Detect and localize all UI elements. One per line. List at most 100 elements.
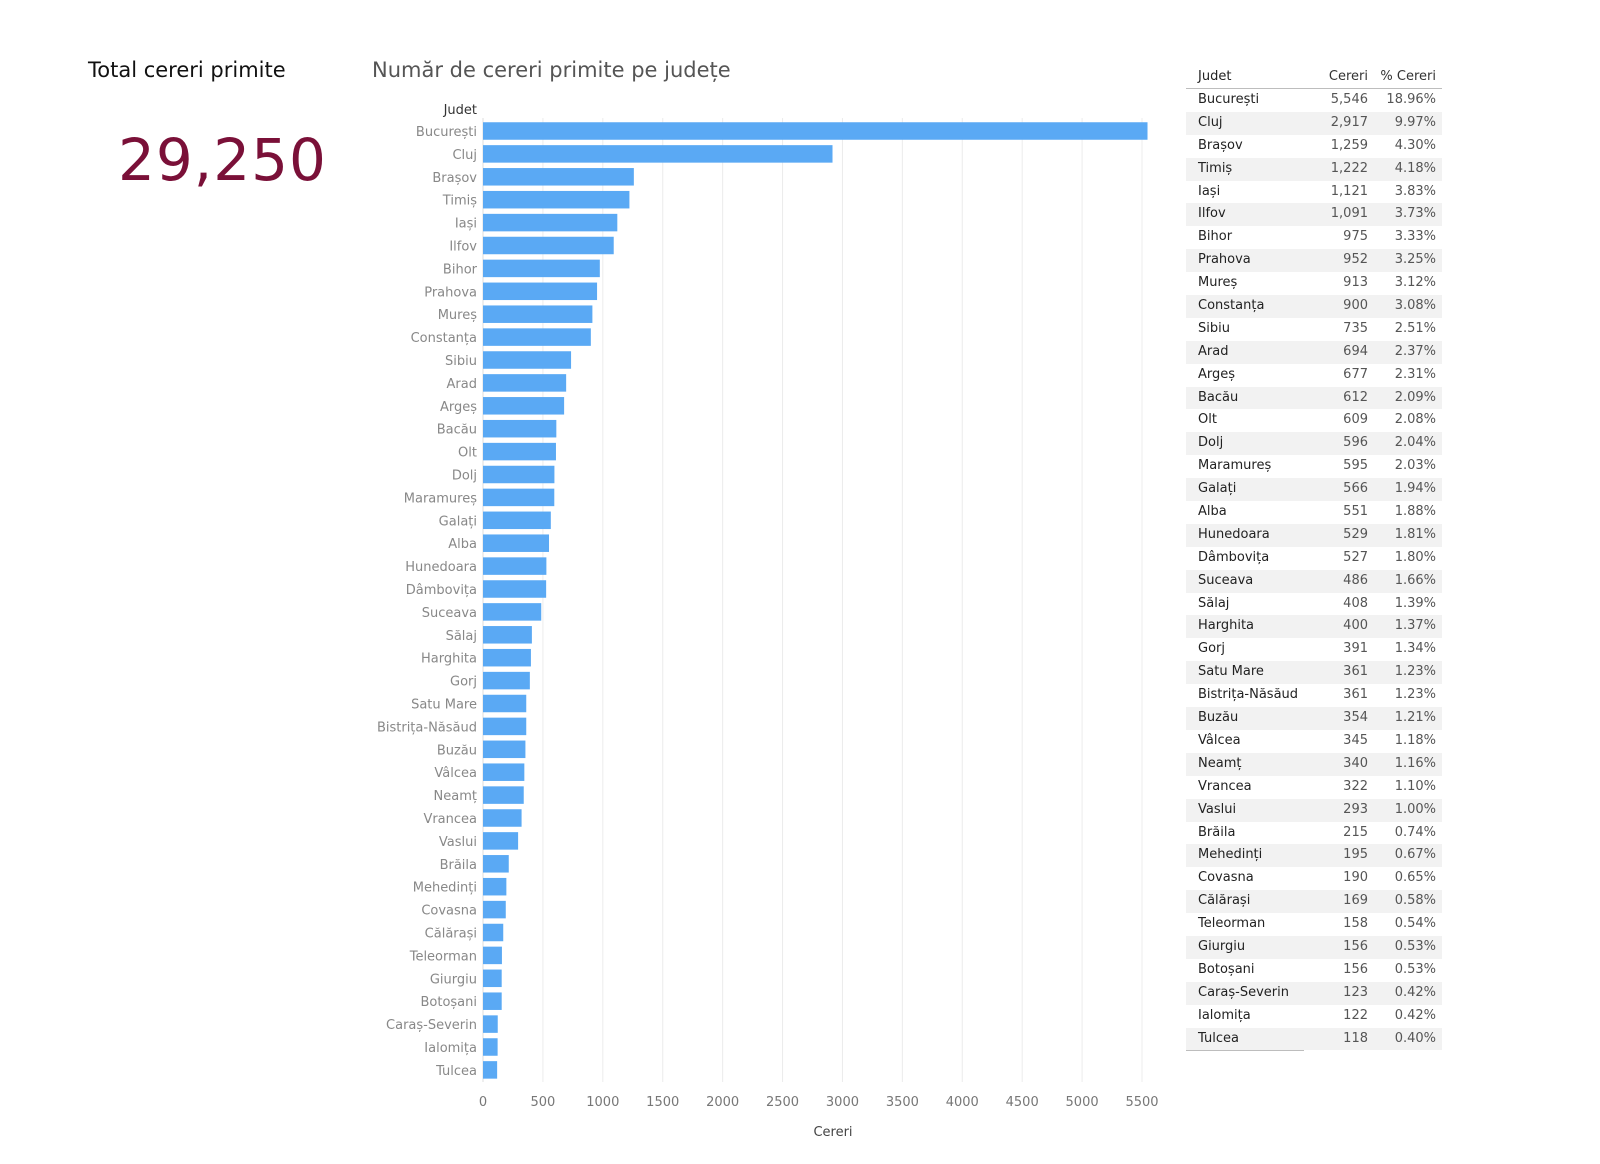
table-row[interactable]: Bistrița-Năsăud 361 1.23% — [1186, 684, 1442, 707]
table-row[interactable]: Buzău 354 1.21% — [1186, 707, 1442, 730]
bar[interactable] — [483, 145, 833, 163]
bar[interactable] — [483, 488, 555, 507]
table-row[interactable]: Neamț 340 1.16% — [1186, 752, 1442, 776]
bar[interactable] — [483, 305, 593, 323]
table-row[interactable]: Prahova 952 3.25% — [1186, 249, 1442, 273]
bar[interactable] — [483, 648, 531, 667]
cell-pct-cereri: 2.37% — [1394, 343, 1436, 359]
table-row[interactable]: Giurgiu 156 0.53% — [1186, 935, 1442, 959]
bar[interactable] — [483, 557, 547, 575]
bar[interactable] — [483, 717, 527, 736]
header-pct-cereri[interactable]: % Cereri — [1380, 69, 1436, 84]
bar[interactable] — [483, 374, 567, 392]
table-row[interactable]: Ilfov 1,091 3.73% — [1186, 203, 1442, 227]
bar[interactable] — [483, 213, 618, 232]
cell-judet: Dolj — [1198, 435, 1224, 451]
table-row[interactable]: Tulcea 118 0.40% — [1186, 1027, 1442, 1051]
bar[interactable] — [483, 534, 550, 552]
bar[interactable] — [483, 168, 634, 186]
table-row[interactable]: Bacău 612 2.09% — [1186, 386, 1442, 410]
x-tick-label: 3500 — [886, 1095, 919, 1110]
table-row[interactable]: Covasna 190 0.65% — [1186, 867, 1442, 890]
table-row[interactable]: Vaslui 293 1.00% — [1186, 798, 1442, 822]
bar[interactable] — [483, 969, 502, 988]
table-row[interactable]: Hunedoara 529 1.81% — [1186, 523, 1442, 547]
table-row[interactable]: Caraș-Severin 123 0.42% — [1186, 981, 1442, 1005]
bar[interactable] — [483, 923, 504, 942]
bar[interactable] — [483, 328, 591, 346]
table-row[interactable]: București 5,546 18.96% — [1186, 89, 1442, 112]
table-row[interactable]: Mureș 913 3.12% — [1186, 272, 1442, 295]
bar[interactable] — [483, 877, 507, 896]
bars[interactable] — [483, 122, 1148, 1079]
bar[interactable] — [483, 580, 547, 598]
bar[interactable] — [483, 694, 527, 713]
table-row[interactable]: Maramureș 595 2.03% — [1186, 455, 1442, 478]
header-judet[interactable]: Judet — [1198, 69, 1232, 84]
bar[interactable] — [483, 397, 565, 415]
category-label: Prahova — [424, 285, 477, 300]
table-row[interactable]: Arad 694 2.37% — [1186, 340, 1442, 364]
bar[interactable] — [483, 740, 526, 759]
header-cereri[interactable]: Cereri — [1328, 69, 1368, 84]
table-row[interactable]: Brăila 215 0.74% — [1186, 822, 1442, 845]
table-row[interactable]: Harghita 400 1.37% — [1186, 615, 1442, 639]
table-row[interactable]: Olt 609 2.08% — [1186, 409, 1442, 432]
bar[interactable] — [483, 442, 556, 461]
table-row[interactable]: Vrancea 322 1.10% — [1186, 776, 1442, 799]
table-row[interactable]: Dâmbovița 527 1.80% — [1186, 547, 1442, 570]
cell-pct-cereri: 3.33% — [1394, 229, 1436, 245]
table-row[interactable]: Botoșani 156 0.53% — [1186, 959, 1442, 982]
bar[interactable] — [483, 671, 530, 690]
table-row[interactable]: Galați 566 1.94% — [1186, 478, 1442, 502]
table-row[interactable]: Mehedinți 195 0.67% — [1186, 844, 1442, 868]
bar[interactable] — [483, 236, 614, 255]
table-row[interactable]: Gorj 391 1.34% — [1186, 638, 1442, 661]
bar[interactable] — [483, 419, 557, 438]
table-row[interactable]: Iași 1,121 3.83% — [1186, 181, 1442, 204]
bar[interactable] — [483, 855, 509, 873]
bar[interactable] — [483, 832, 519, 850]
table-row[interactable]: Sălaj 408 1.39% — [1186, 593, 1442, 616]
table-row[interactable]: Vâlcea 345 1.18% — [1186, 730, 1442, 753]
table-row[interactable]: Călărași 169 0.58% — [1186, 890, 1442, 914]
bar[interactable] — [483, 122, 1148, 140]
category-label: Sălaj — [446, 629, 477, 644]
table-row[interactable]: Argeș 677 2.31% — [1186, 364, 1442, 387]
table-row[interactable]: Bihor 975 3.33% — [1186, 226, 1442, 249]
bar[interactable] — [483, 626, 532, 644]
bar[interactable] — [483, 1061, 498, 1079]
table-row[interactable]: Ialomița 122 0.42% — [1186, 1005, 1442, 1028]
bar[interactable] — [483, 786, 524, 804]
table-row[interactable]: Cluj 2,917 9.97% — [1186, 111, 1442, 135]
data-table: Judet Cereri % Cereri București 5,546 18.9… — [1186, 66, 1442, 1052]
table-row[interactable]: Suceava 486 1.66% — [1186, 569, 1442, 593]
table-row[interactable]: Brașov 1,259 4.30% — [1186, 135, 1442, 158]
bar[interactable] — [483, 763, 525, 781]
bar[interactable] — [483, 946, 502, 965]
table-row[interactable]: Dolj 596 2.04% — [1186, 432, 1442, 456]
table-row[interactable]: Sibiu 735 2.51% — [1186, 318, 1442, 341]
bar[interactable] — [483, 809, 522, 827]
table-header: Judet Cereri % Cereri — [1186, 66, 1442, 89]
cell-pct-cereri: 0.40% — [1394, 1030, 1436, 1046]
cell-judet: Timiș — [1198, 160, 1233, 176]
bar[interactable] — [483, 1038, 498, 1056]
table-row[interactable]: Constanța 900 3.08% — [1186, 295, 1442, 318]
bar[interactable] — [483, 465, 555, 484]
bar[interactable] — [483, 511, 551, 530]
bar[interactable] — [483, 992, 502, 1010]
bar[interactable] — [483, 190, 630, 209]
bar[interactable] — [483, 900, 506, 919]
bar[interactable] — [483, 351, 572, 369]
bar[interactable] — [483, 259, 600, 278]
table-row[interactable]: Satu Mare 361 1.23% — [1186, 661, 1442, 685]
table-row[interactable]: Timiș 1,222 4.18% — [1186, 157, 1442, 181]
cell-judet: Buzău — [1198, 710, 1239, 726]
cell-judet: Cluj — [1198, 114, 1223, 130]
bar[interactable] — [483, 282, 598, 301]
bar[interactable] — [483, 1015, 498, 1033]
table-row[interactable]: Teleorman 158 0.54% — [1186, 913, 1442, 936]
table-row[interactable]: Alba 551 1.88% — [1186, 501, 1442, 524]
bar[interactable] — [483, 603, 542, 621]
